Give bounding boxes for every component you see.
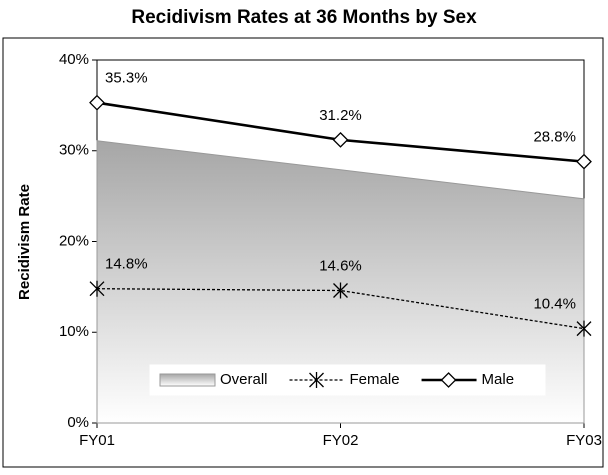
marker bbox=[576, 320, 592, 337]
x-tick-label: FY03 bbox=[566, 432, 602, 449]
legend-box bbox=[149, 364, 546, 396]
data-label: 10.4% bbox=[533, 296, 576, 313]
data-label: 14.6% bbox=[319, 257, 362, 274]
y-tick-label: 30% bbox=[59, 142, 89, 159]
marker bbox=[576, 153, 592, 170]
legend-swatch bbox=[159, 373, 216, 387]
marker bbox=[89, 280, 105, 297]
data-label: 31.2% bbox=[319, 107, 362, 124]
y-tick-label: 40% bbox=[59, 51, 89, 68]
data-label: 28.8% bbox=[533, 129, 576, 146]
marker bbox=[333, 282, 348, 299]
y-tick-label: 20% bbox=[59, 232, 89, 249]
line bbox=[96, 288, 585, 330]
marker bbox=[440, 372, 457, 388]
y-tick-label: 0% bbox=[67, 414, 89, 431]
data-label: 14.8% bbox=[105, 256, 148, 273]
marker bbox=[309, 372, 324, 388]
legend-label: Male bbox=[482, 371, 515, 388]
chart-frame bbox=[2, 37, 604, 468]
marker bbox=[332, 131, 349, 148]
legend-label: Female bbox=[350, 371, 400, 388]
x-tick-label: FY02 bbox=[323, 432, 359, 449]
x-tick-label: FY01 bbox=[79, 432, 115, 449]
legend-label: Overall bbox=[220, 371, 268, 388]
y-tick-label: 10% bbox=[59, 323, 89, 340]
y-axis-label: Recidivism Rate bbox=[16, 184, 33, 300]
chart-title: Recidivism Rates at 36 Months by Sex bbox=[131, 7, 477, 28]
area bbox=[96, 140, 585, 424]
marker bbox=[89, 94, 105, 111]
data-label: 35.3% bbox=[105, 70, 148, 87]
